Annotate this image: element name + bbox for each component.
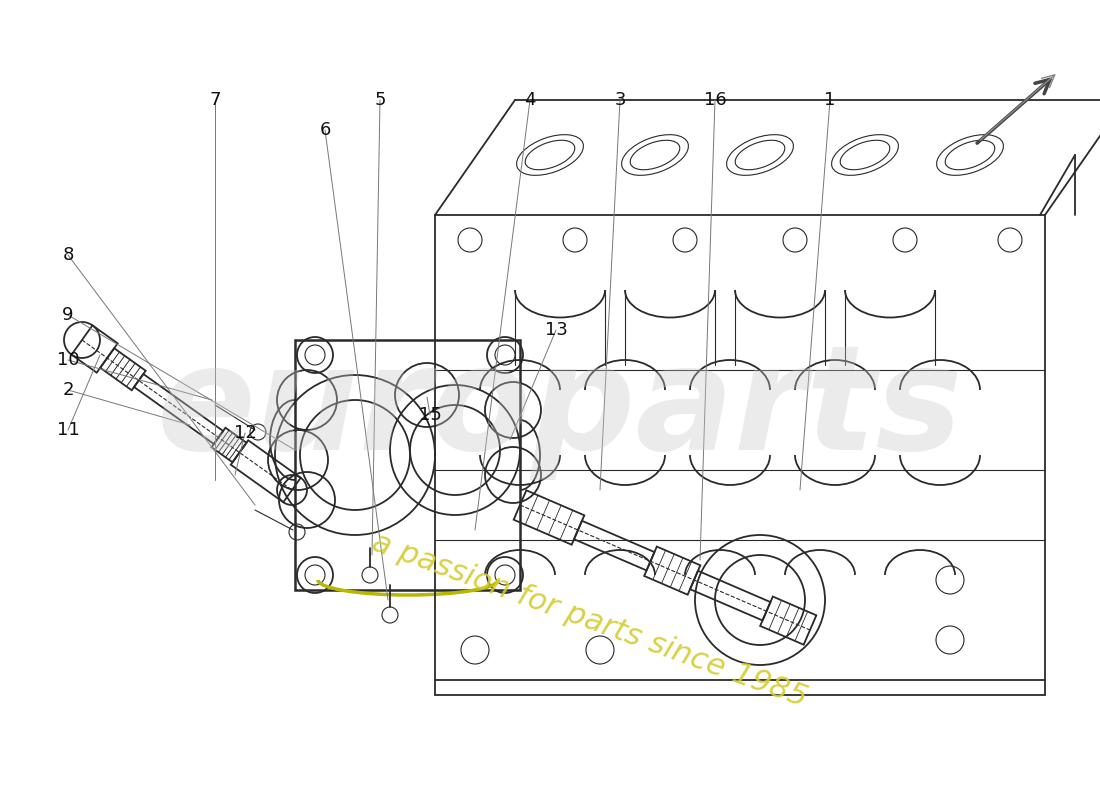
- Text: 2: 2: [63, 381, 74, 399]
- Text: 5: 5: [374, 91, 386, 109]
- Text: 6: 6: [319, 121, 331, 139]
- Text: 16: 16: [704, 91, 726, 109]
- Text: europarts: europarts: [156, 339, 964, 481]
- Text: 12: 12: [233, 424, 256, 442]
- Text: 3: 3: [614, 91, 626, 109]
- Text: 15: 15: [419, 406, 441, 424]
- Text: 13: 13: [544, 321, 568, 339]
- Text: 10: 10: [57, 351, 79, 369]
- Text: a passion for parts since 1985: a passion for parts since 1985: [368, 527, 812, 713]
- Text: 8: 8: [63, 246, 74, 264]
- Text: 7: 7: [209, 91, 221, 109]
- Text: 4: 4: [525, 91, 536, 109]
- Text: 1: 1: [824, 91, 836, 109]
- Text: 9: 9: [63, 306, 74, 324]
- Text: 11: 11: [56, 421, 79, 439]
